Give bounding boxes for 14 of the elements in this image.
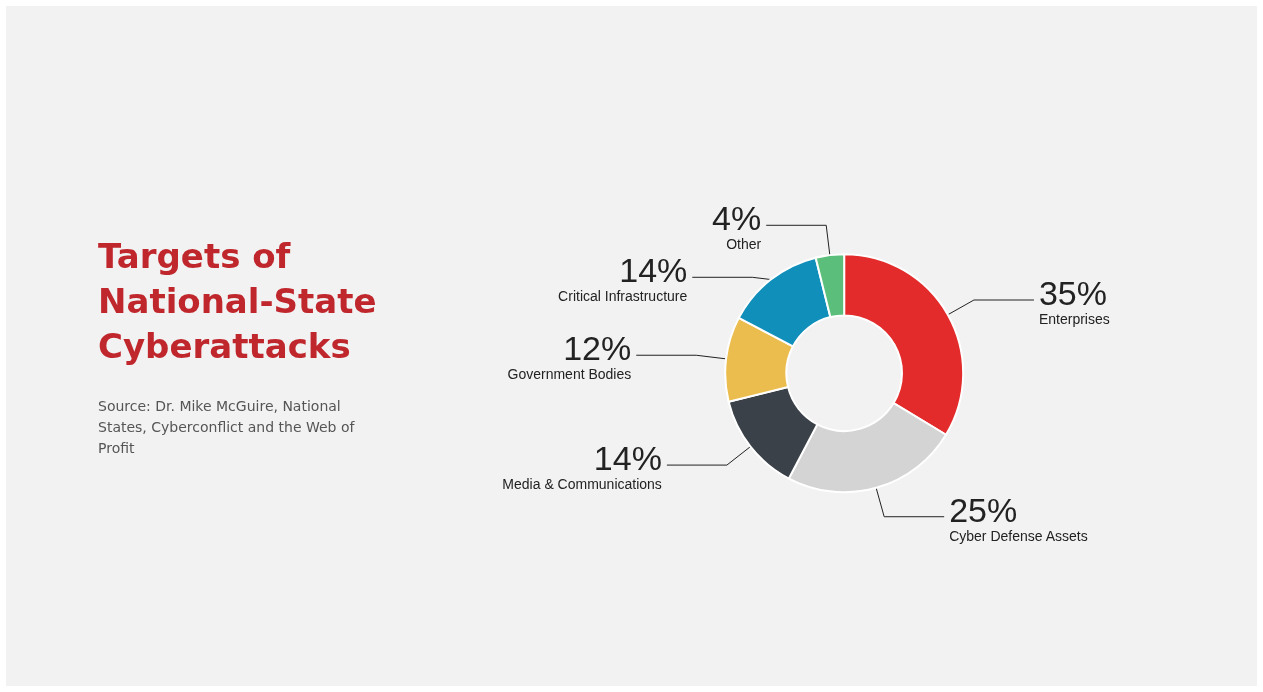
slice-label: Cyber Defense Assets: [949, 527, 1088, 544]
slice-label: Critical Infrastructure: [558, 288, 688, 305]
data-label: 25%: [949, 490, 1018, 529]
data-label: 12%: [563, 329, 632, 368]
text: Targets of National-State Cyberattacks: [98, 235, 378, 368]
slice-label: Media & Communications: [502, 476, 662, 493]
data-label: 4%: [712, 199, 762, 238]
data-label: 35%: [1038, 274, 1108, 312]
slice-label: Other: [726, 236, 762, 253]
data-label: 14%: [593, 439, 662, 478]
source-note: Source: Dr. Mike McGuire, National States, Cyberconflict and the Web of Profit: [98, 397, 356, 458]
slice-label: Enterprises: [1038, 311, 1110, 327]
data-label: 14%: [619, 251, 688, 290]
slice-label: Government Bodies: [507, 366, 632, 383]
